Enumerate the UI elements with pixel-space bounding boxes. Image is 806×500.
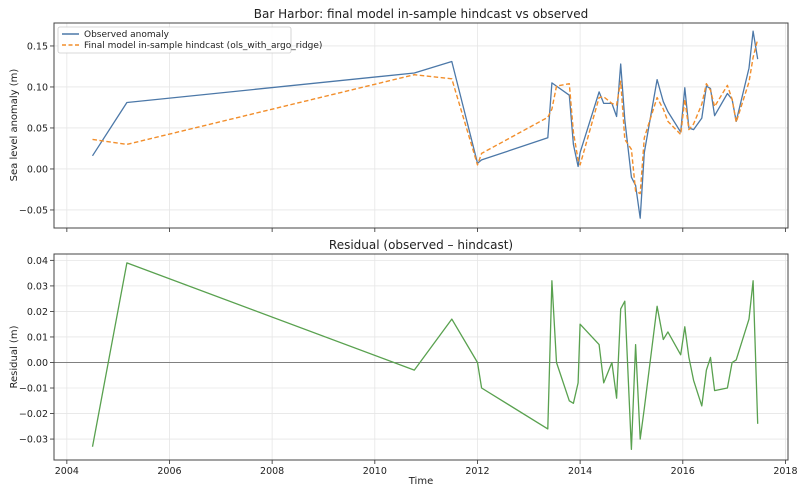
top-plot-title: Bar Harbor: final model in-sample hindca…: [254, 7, 588, 21]
x-tick-label: 2012: [465, 466, 489, 477]
x-tick-label: 2006: [157, 466, 181, 477]
y-tick-label: 0.01: [27, 332, 48, 343]
x-tick-label: 2014: [568, 466, 592, 477]
bottom-axis-ticks: 2004 2006 2008 2010 2012 2014 2016 2018 −0.03 −0.…: [19, 256, 798, 477]
y-tick-label: 0.10: [27, 82, 48, 93]
bottom-grid: [54, 254, 788, 460]
y-tick-label: −0.05: [19, 205, 48, 216]
y-tick-label: 0.15: [27, 41, 48, 52]
top-plot-lines: [91, 30, 759, 219]
bottom-plot-lines: [54, 262, 788, 450]
residual-line: [91, 262, 759, 450]
hindcast-vs-observed-panel: Bar Harbor: final model in-sample hindca…: [9, 7, 789, 232]
residual-panel: Residual (observed – hindcast) 2004 2006 2…: [9, 238, 798, 487]
y-tick-label: −0.03: [19, 435, 48, 446]
legend-hindcast-label: Final model in-sample hindcast (ols_with…: [84, 41, 322, 51]
bottom-axes-frame: [53, 253, 789, 461]
y-tick-label: 0.00: [27, 358, 48, 369]
top-y-axis-label: Sea level anomaly (m): [9, 69, 20, 182]
x-axis-label: Time: [408, 476, 433, 487]
bottom-plot-title: Residual (observed – hindcast): [329, 238, 513, 252]
bottom-y-axis-label: Residual (m): [9, 325, 20, 388]
y-tick-label: 0.04: [27, 256, 48, 267]
y-tick-label: 0.00: [27, 164, 48, 175]
x-tick-label: 2010: [363, 466, 387, 477]
x-tick-label: 2008: [260, 466, 284, 477]
observed-anomaly-line: [91, 30, 759, 219]
y-tick-label: 0.03: [27, 281, 48, 292]
y-tick-label: −0.01: [19, 384, 48, 395]
y-tick-label: −0.02: [19, 409, 48, 420]
y-tick-label: 0.02: [27, 307, 48, 318]
x-tick-label: 2016: [671, 466, 695, 477]
top-axis-ticks: −0.05 0.00 0.05 0.10 0.15: [19, 41, 786, 232]
top-grid: [54, 23, 788, 228]
legend: Observed anomaly Final model in-sample h…: [57, 26, 322, 54]
x-tick-label: 2018: [773, 466, 797, 477]
y-tick-label: 0.05: [27, 123, 48, 134]
hindcast-line: [92, 39, 759, 195]
legend-observed-label: Observed anomaly: [84, 30, 170, 40]
legend-box: [57, 26, 292, 54]
x-tick-label: 2004: [55, 466, 79, 477]
top-axes-frame: [53, 22, 789, 229]
